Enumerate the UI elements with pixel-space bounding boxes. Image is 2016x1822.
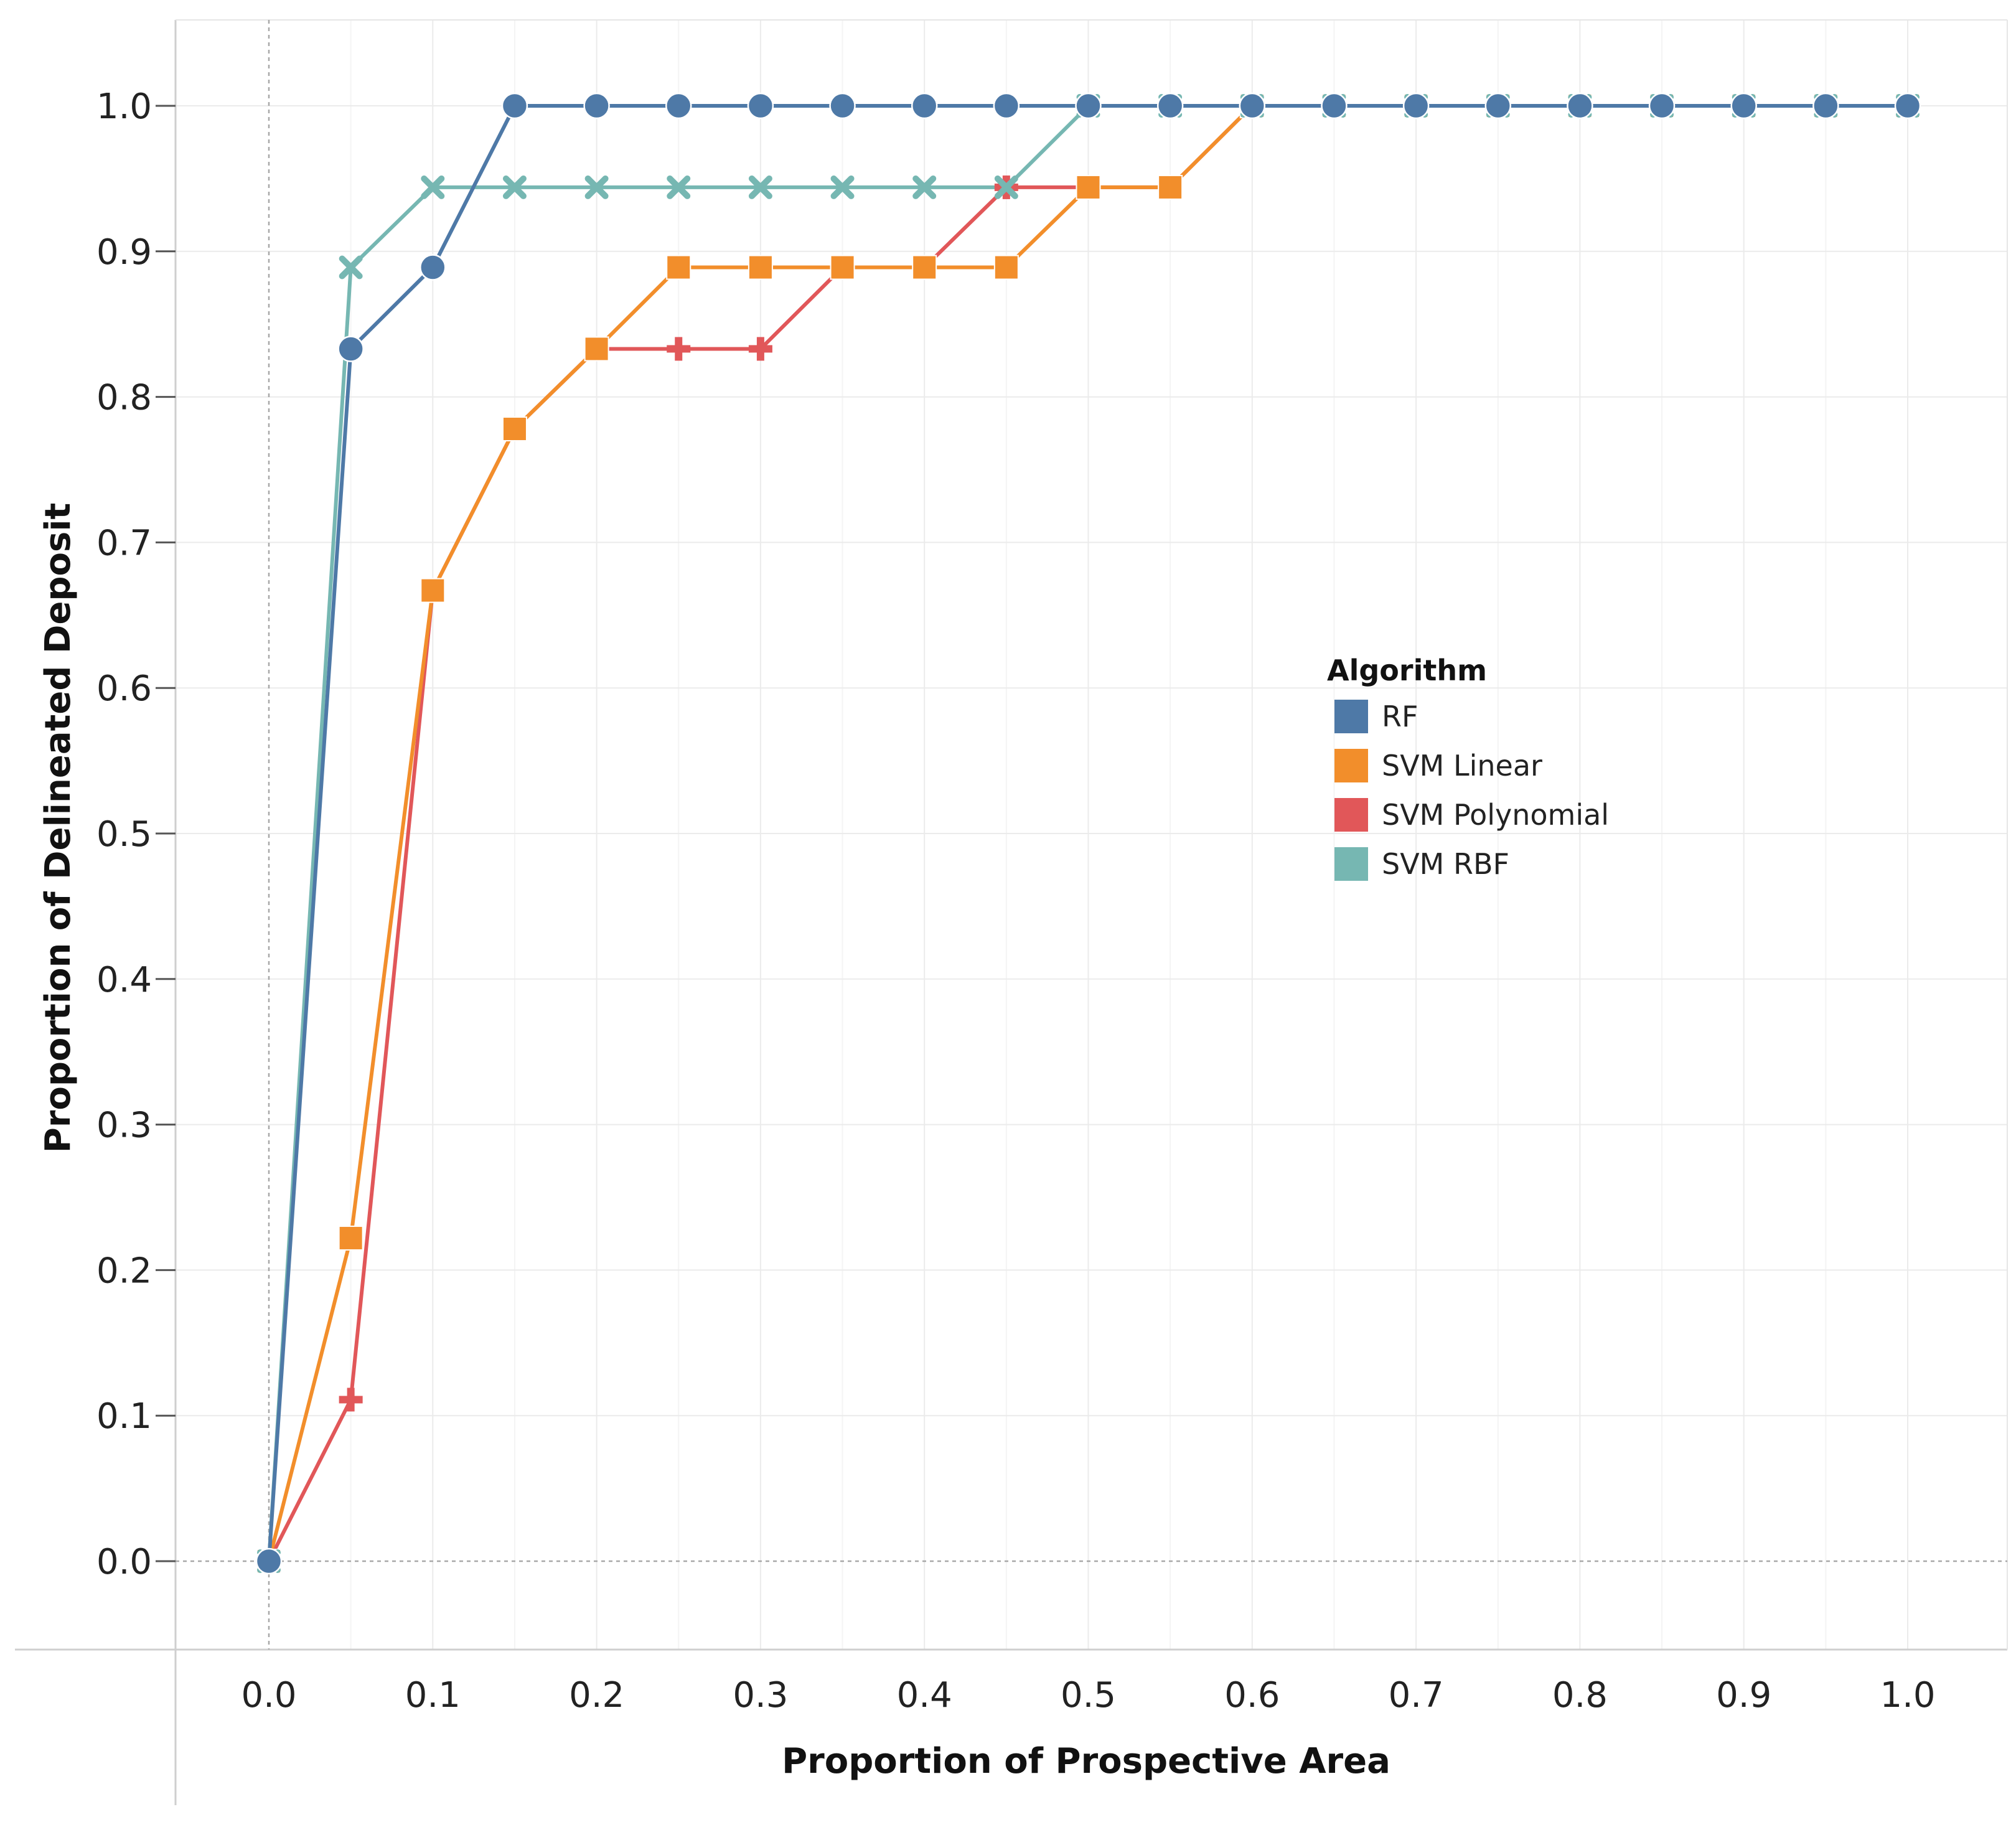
plot-frame [15, 19, 2008, 1805]
legend-label-svm-rbf: SVM RBF [1382, 847, 1509, 881]
legend-swatch-svm-linear [1334, 749, 1368, 782]
marker-rf-3 [501, 92, 528, 120]
legend-label-svm-polynomial: SVM Polynomial [1382, 798, 1609, 832]
x-tick-label-6: 0.6 [1224, 1675, 1280, 1716]
marker-rf-8 [911, 92, 938, 120]
marker-rf-0 [255, 1547, 283, 1575]
x-tick-label-2: 0.2 [569, 1675, 624, 1716]
marker-svm-linear-3 [502, 416, 527, 442]
y-tick-label-6: 0.6 [96, 669, 152, 709]
x-tick-label-3: 0.3 [733, 1675, 788, 1716]
y-axis-title: Proportion of Delineated Deposit [38, 503, 78, 1153]
marker-rf-2 [420, 254, 446, 281]
legend-label-svm-linear: SVM Linear [1382, 749, 1542, 782]
legend-item-svm-linear: SVM Linear [1334, 749, 1542, 782]
x-tick-label-0: 0.0 [241, 1675, 296, 1716]
marker-svm-rbf-8 [912, 175, 937, 199]
y-tick-label-1: 0.1 [96, 1396, 152, 1437]
marker-svm-rbf-7 [830, 175, 855, 199]
y-tick-label-2: 0.2 [96, 1251, 152, 1291]
marker-svm-rbf-3 [502, 175, 527, 199]
marker-rf-19 [1812, 92, 1839, 120]
y-tick-label-8: 0.8 [96, 378, 152, 418]
legend-item-svm-rbf: SVM RBF [1334, 847, 1509, 881]
x-tick-label-8: 0.8 [1552, 1675, 1608, 1716]
x-axis-ticks: 0.0 0.1 0.2 0.3 0.4 0.5 0.6 0.7 0.8 0.9 1.0 [241, 1675, 1935, 1716]
marker-svm-linear-2 [420, 578, 446, 603]
legend-swatch-svm-polynomial [1334, 798, 1368, 832]
marker-svm-linear-9 [993, 255, 1019, 280]
marker-svm-linear-7 [830, 255, 855, 280]
marker-svm-linear-6 [748, 255, 773, 280]
marker-rf-10 [1075, 92, 1102, 120]
y-tick-label-9: 0.9 [96, 232, 152, 273]
marker-svm-rbf-6 [748, 175, 772, 199]
marker-svm-rbf-9 [994, 175, 1018, 199]
legend-swatch-rf [1334, 700, 1368, 733]
x-tick-label-4: 0.4 [897, 1675, 952, 1716]
legend-label-rf: RF [1382, 700, 1418, 733]
marker-rf-11 [1156, 92, 1184, 120]
marker-svm-polynomial-5 [667, 337, 691, 361]
marker-rf-7 [829, 92, 856, 120]
marker-svm-polynomial-1 [339, 1388, 363, 1412]
marker-rf-13 [1321, 92, 1348, 120]
marker-rf-14 [1402, 92, 1430, 120]
marker-rf-15 [1484, 92, 1511, 120]
marker-rf-18 [1730, 92, 1757, 120]
y-tick-label-10: 1.0 [96, 87, 152, 127]
y-tick-label-5: 0.5 [96, 814, 152, 855]
x-axis-title: Proportion of Prospective Area [782, 1741, 1390, 1782]
marker-rf-9 [993, 92, 1020, 120]
marker-svm-linear-4 [584, 336, 609, 362]
x-tick-label-10: 1.0 [1880, 1675, 1935, 1716]
legend-title: Algorithm [1327, 654, 1487, 687]
legend: Algorithm RF SVM Linear SVM Polynomial SVM … [1327, 654, 1609, 881]
marker-svm-linear-10 [1076, 174, 1101, 200]
x-tick-label-1: 0.1 [405, 1675, 461, 1716]
marker-svm-linear-1 [338, 1225, 363, 1251]
y-tick-label-3: 0.3 [96, 1106, 152, 1146]
y-axis-ticks: 0.0 0.1 0.2 0.3 0.4 0.5 0.6 0.7 0.8 0.9 1.0 [96, 87, 176, 1582]
y-tick-label-0: 0.0 [96, 1542, 152, 1582]
marker-rf-5 [665, 92, 692, 120]
x-tick-label-9: 0.9 [1716, 1675, 1771, 1716]
marker-rf-20 [1894, 92, 1921, 120]
marker-svm-polynomial-6 [748, 337, 772, 361]
marker-svm-linear-11 [1158, 174, 1183, 200]
legend-item-rf: RF [1334, 700, 1418, 733]
marker-svm-rbf-5 [667, 175, 691, 199]
series-markers [255, 92, 1921, 1575]
marker-rf-12 [1239, 92, 1266, 120]
marker-svm-linear-5 [666, 255, 692, 280]
legend-item-svm-polynomial: SVM Polynomial [1334, 798, 1609, 832]
marker-rf-17 [1648, 92, 1676, 120]
grid-lines [176, 20, 2007, 1650]
marker-rf-4 [583, 92, 610, 120]
marker-rf-1 [337, 336, 364, 362]
marker-rf-16 [1567, 92, 1593, 120]
legend-swatch-svm-rbf [1334, 847, 1368, 881]
y-tick-label-4: 0.4 [96, 960, 152, 1000]
marker-svm-rbf-2 [421, 175, 445, 199]
marker-svm-linear-8 [912, 255, 937, 280]
y-tick-label-7: 0.7 [96, 523, 152, 563]
x-tick-label-7: 0.7 [1389, 1675, 1444, 1716]
marker-rf-6 [747, 92, 774, 120]
marker-svm-rbf-1 [339, 255, 363, 279]
zero-reference-lines [176, 20, 2007, 1650]
marker-svm-rbf-4 [584, 175, 609, 199]
x-tick-label-5: 0.5 [1061, 1675, 1116, 1716]
